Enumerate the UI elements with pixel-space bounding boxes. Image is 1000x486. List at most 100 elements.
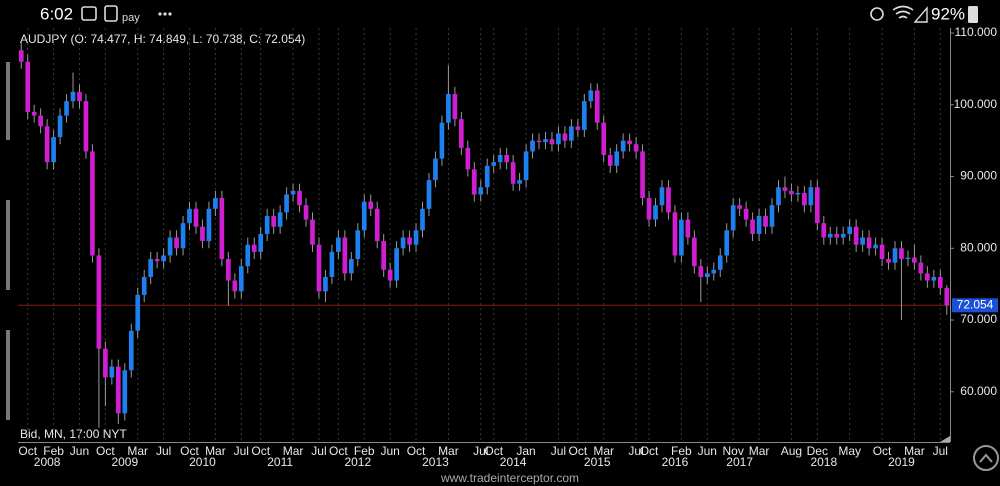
candle [77,84,82,109]
candle [853,219,859,252]
candle-body [161,255,166,262]
candle [704,266,710,285]
candle-body [148,259,154,277]
candle [737,198,742,216]
candle [730,198,736,238]
candle-body [135,294,141,331]
candle-body [465,147,471,170]
candle-body [594,90,600,123]
candle-body [672,212,678,256]
scroll-corner [940,436,950,442]
candle-body [413,230,419,245]
candle-body [433,158,438,181]
candle-body [342,237,348,274]
candle-body [381,241,387,270]
candle [297,183,302,213]
candle [232,273,238,299]
candle [743,201,749,227]
candle [575,119,581,138]
candle-body [323,276,328,292]
x-tick-label: Oct [18,444,37,458]
candle [361,194,367,238]
candle [103,341,108,407]
candle [426,172,432,216]
candle-body [297,190,302,206]
x-tick-label: Jul [628,444,643,458]
candle-body [711,269,717,274]
candle [484,158,490,195]
x-tick-label: Jun [698,444,717,458]
candle-body [25,61,31,112]
candle [569,119,574,148]
candle-body [756,215,762,234]
year-label: 2014 [500,455,527,469]
candle [937,269,943,295]
candle [161,248,166,269]
candle [122,363,128,421]
candle [827,226,833,245]
candle-body [57,115,63,138]
candle-body [154,259,160,262]
candle [640,144,645,206]
candle [581,94,587,138]
candle [329,244,335,285]
x-tick-label: Oct [180,444,199,458]
candle-body [232,280,238,292]
candle [446,65,451,130]
chart-title: AUDJPY (O: 74.477, H: 74.849, L: 70.738,… [20,32,305,46]
candle-body [96,255,102,349]
candle-body [141,276,147,295]
candle [31,104,37,123]
candle-body [187,208,192,224]
candle [776,180,781,213]
candle [57,108,63,145]
candle-body [802,193,807,206]
candle [109,359,115,385]
candle-body [310,219,315,245]
candle [866,230,872,256]
candle [206,201,212,249]
candle [478,180,484,202]
candle-body [834,233,840,238]
candle-body [459,119,464,148]
candle-body [361,201,367,231]
candle [213,190,218,216]
scroll-button[interactable] [973,445,999,471]
candle [659,180,665,213]
candle-body [407,237,412,245]
x-tick-label: Jul [156,444,171,458]
candle [523,144,529,188]
candle [452,86,458,127]
candle [44,119,50,170]
candle-body [640,151,645,199]
candle [789,183,794,202]
candle-body [808,187,814,206]
candle [219,190,225,267]
last-price-box [952,298,998,313]
candle [115,359,121,425]
candle [459,111,464,155]
year-label: 2017 [726,455,753,469]
candle [517,172,522,191]
candle-body [226,259,231,281]
candle [672,205,678,263]
candle-body [336,237,341,252]
candle-body [789,190,794,195]
candle [860,230,865,252]
candle-body [620,140,626,152]
candle [245,237,251,274]
candle [724,223,730,263]
candle-body [115,366,121,414]
year-label: 2018 [810,455,837,469]
candle [588,83,594,109]
candle-body [70,91,76,102]
battery-level: 92% [931,4,965,23]
x-tick-label: Feb [354,444,375,458]
candle-body [737,205,742,209]
candle [899,241,904,321]
candle-body [763,215,768,227]
candle-body [633,144,639,152]
candle [549,132,555,152]
